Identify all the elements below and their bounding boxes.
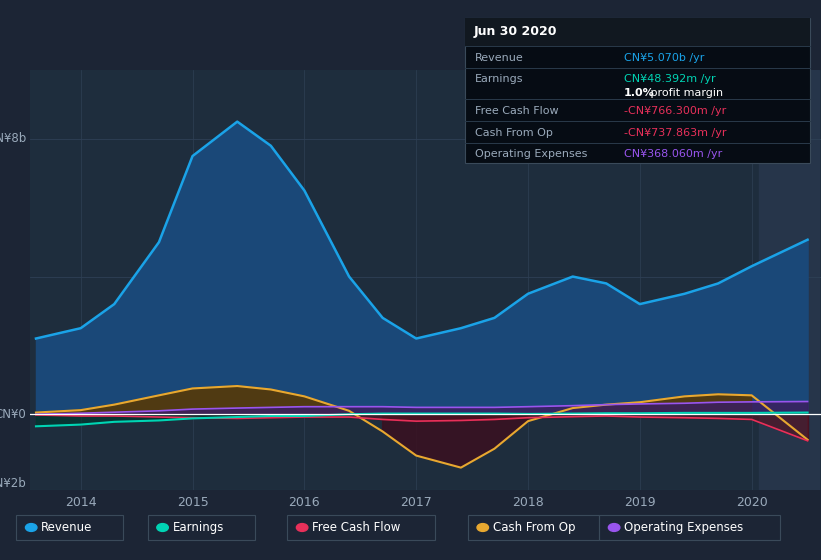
Text: Free Cash Flow: Free Cash Flow [312, 521, 401, 534]
Text: 1.0%: 1.0% [624, 88, 654, 99]
Text: Free Cash Flow: Free Cash Flow [475, 106, 558, 116]
Text: -CN¥737.863m /yr: -CN¥737.863m /yr [624, 128, 727, 138]
Text: Earnings: Earnings [475, 73, 523, 83]
Text: CN¥368.060m /yr: CN¥368.060m /yr [624, 149, 722, 159]
Text: Cash From Op: Cash From Op [475, 128, 553, 138]
Bar [759, 70, 819, 490]
Text: profit margin: profit margin [647, 88, 722, 99]
Text: CN¥5.070b /yr: CN¥5.070b /yr [624, 53, 704, 63]
Text: CN¥0: CN¥0 [0, 408, 26, 421]
Text: -CN¥766.300m /yr: -CN¥766.300m /yr [624, 106, 726, 116]
Text: Revenue: Revenue [41, 521, 93, 534]
Text: CN¥48.392m /yr: CN¥48.392m /yr [624, 73, 715, 83]
Text: CN¥8b: CN¥8b [0, 132, 26, 146]
Text: Jun 30 2020: Jun 30 2020 [473, 26, 557, 39]
Text: Earnings: Earnings [172, 521, 224, 534]
Text: Cash From Op: Cash From Op [493, 521, 575, 534]
Text: Operating Expenses: Operating Expenses [624, 521, 743, 534]
Text: Operating Expenses: Operating Expenses [475, 149, 587, 159]
Text: Revenue: Revenue [475, 53, 524, 63]
Text: -CN¥2b: -CN¥2b [0, 477, 26, 489]
